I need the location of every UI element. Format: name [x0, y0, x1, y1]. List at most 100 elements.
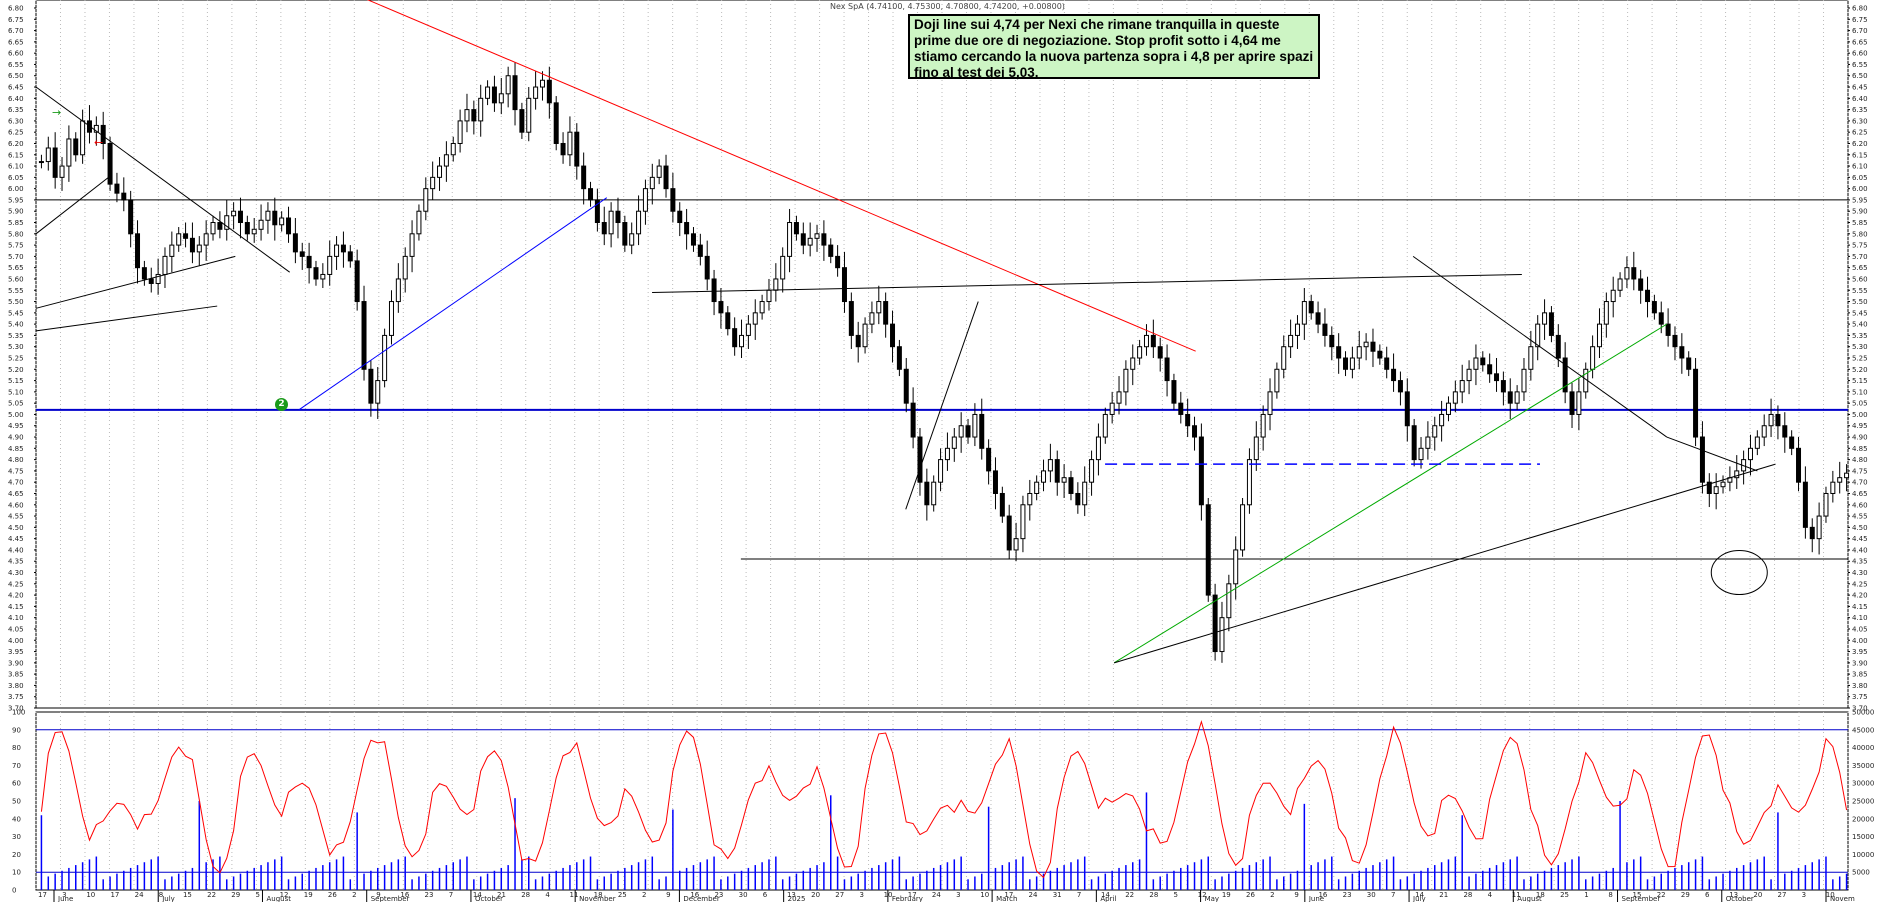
- candle-body: [1075, 492, 1081, 506]
- oscillator-tick: 60: [12, 780, 21, 788]
- price-tick-left: 5.75: [8, 242, 24, 250]
- candle-body: [910, 402, 916, 438]
- candle-body: [1246, 459, 1252, 506]
- price-tick-left: 4.35: [8, 558, 24, 566]
- candle-body: [1631, 267, 1637, 280]
- volume-tick: 35000: [1852, 762, 1874, 770]
- x-month-label: August: [266, 895, 291, 902]
- price-tick-left: 4.15: [8, 603, 24, 611]
- price-tick-right: 4.00: [1852, 637, 1868, 645]
- x-day-tick: 22: [207, 891, 216, 899]
- candle-body: [670, 188, 676, 212]
- candle-body: [725, 312, 731, 330]
- candle-body: [498, 93, 504, 104]
- candle-body: [1535, 323, 1541, 348]
- price-tick-right: 4.95: [1852, 422, 1868, 430]
- candle-body: [1143, 334, 1149, 348]
- candle-body: [1404, 391, 1410, 427]
- price-tick-left: 5.35: [8, 332, 24, 340]
- candle-body: [176, 233, 182, 246]
- price-tick-left: 6.70: [8, 27, 24, 35]
- candle-body: [1329, 334, 1335, 348]
- candle-body: [1617, 278, 1623, 291]
- x-month-label: Novem: [1830, 895, 1855, 902]
- x-day-tick: 20: [1753, 891, 1762, 899]
- x-day-tick: 7: [1077, 891, 1081, 899]
- x-day-tick: 13: [1729, 891, 1738, 899]
- candle-body: [883, 301, 889, 325]
- candle-body: [1281, 346, 1287, 370]
- oscillator-tick: 90: [12, 726, 21, 734]
- candle-body: [594, 199, 600, 224]
- x-day-tick: 3: [956, 891, 960, 899]
- candle-body: [471, 109, 477, 122]
- candle-body: [1041, 470, 1047, 483]
- candle-body: [1548, 312, 1554, 336]
- candle-body: [519, 109, 525, 133]
- x-day-tick: 14: [473, 891, 482, 899]
- x-day-tick: 25: [1560, 891, 1569, 899]
- x-day-tick: 9: [666, 891, 670, 899]
- candle-body: [217, 222, 223, 230]
- candle-body: [1418, 447, 1424, 461]
- price-tick-right: 3.90: [1852, 659, 1868, 667]
- x-day-tick: 8: [1608, 891, 1612, 899]
- x-day-tick: 10: [1826, 891, 1835, 899]
- candle-body: [388, 301, 394, 336]
- volume-tick: 45000: [1852, 726, 1874, 734]
- price-tick-left: 5.65: [8, 264, 24, 272]
- candle-body: [52, 147, 58, 178]
- x-day-tick: 14: [1415, 891, 1424, 899]
- oscillator-tick: 30: [12, 833, 21, 841]
- x-month-label: June: [57, 895, 73, 902]
- x-day-tick: 19: [304, 891, 313, 899]
- volume-tick: 5000: [1852, 869, 1870, 877]
- candle-body: [1109, 402, 1115, 415]
- candle-body: [1487, 364, 1493, 375]
- candle-body: [1596, 323, 1602, 348]
- price-tick-left: 3.70: [8, 705, 24, 713]
- candle-body: [1343, 357, 1349, 370]
- x-day-tick: 16: [400, 891, 409, 899]
- price-tick-left: 6.35: [8, 106, 24, 114]
- price-tick-left: 4.50: [8, 524, 24, 532]
- x-day-tick: 14: [1101, 891, 1110, 899]
- price-tick-left: 5.60: [8, 275, 24, 283]
- candle-body: [423, 188, 429, 212]
- candle-body: [979, 413, 985, 449]
- oscillator-tick: 40: [12, 815, 21, 823]
- target-circle: [1710, 550, 1768, 596]
- price-tick-left: 6.40: [8, 95, 24, 103]
- candle-body: [656, 165, 662, 178]
- candle-body: [718, 301, 724, 314]
- x-day-tick: 29: [231, 891, 240, 899]
- candle-body: [327, 255, 333, 275]
- candle-body: [807, 237, 813, 246]
- candle-body: [1713, 486, 1719, 494]
- candle-body: [848, 301, 854, 336]
- x-day-tick: 3: [859, 891, 863, 899]
- candle-body: [890, 323, 896, 348]
- candle-body: [148, 278, 154, 284]
- price-tick-left: 5.95: [8, 196, 24, 204]
- candle-body: [1061, 477, 1067, 483]
- candle-body: [66, 138, 72, 167]
- candle-body: [292, 233, 298, 253]
- x-day-tick: 23: [425, 891, 434, 899]
- candle-body: [1178, 402, 1184, 415]
- x-day-tick: 5: [255, 891, 259, 899]
- volume-tick: 30000: [1852, 780, 1874, 788]
- candle-body: [1816, 515, 1822, 540]
- candle-body: [745, 323, 751, 336]
- trendline-blue: [298, 197, 608, 411]
- candle-body: [1562, 357, 1568, 393]
- candle-body: [924, 481, 930, 506]
- candle-body: [608, 210, 614, 235]
- x-month-label: June: [1308, 895, 1324, 902]
- price-tick-left: 6.45: [8, 84, 24, 92]
- candle-body: [1514, 391, 1520, 404]
- candle-body: [1116, 391, 1122, 404]
- candle-body: [1569, 391, 1575, 415]
- candle-body: [1507, 391, 1513, 404]
- price-tick-left: 5.55: [8, 287, 24, 295]
